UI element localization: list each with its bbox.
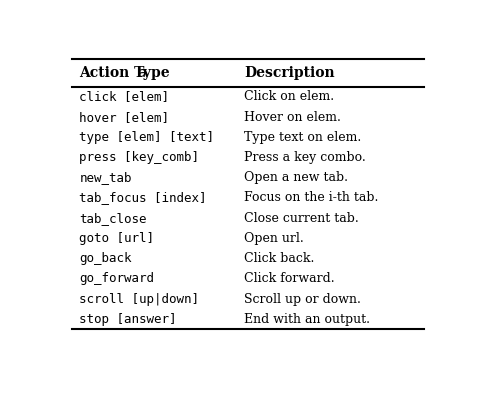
Text: new_tab: new_tab [79,171,132,184]
Text: Close current tab.: Close current tab. [244,212,359,225]
Text: go_back: go_back [79,252,132,265]
Text: Hover on elem.: Hover on elem. [244,111,341,124]
Text: Type text on elem.: Type text on elem. [244,131,362,144]
Text: press [key_comb]: press [key_comb] [79,151,199,164]
Text: Click forward.: Click forward. [244,272,335,285]
Text: Press a key combo.: Press a key combo. [244,151,366,164]
Text: go_forward: go_forward [79,272,154,285]
Text: goto [url]: goto [url] [79,232,154,245]
Text: End with an output.: End with an output. [244,313,370,326]
Text: hover [elem]: hover [elem] [79,111,169,124]
Text: click [elem]: click [elem] [79,90,169,103]
Text: Focus on the i-th tab.: Focus on the i-th tab. [244,191,378,204]
Text: tab_close: tab_close [79,212,147,225]
Text: tab_focus [index]: tab_focus [index] [79,191,207,204]
Text: stop [answer]: stop [answer] [79,313,177,326]
Text: Open url.: Open url. [244,232,304,245]
Text: Click on elem.: Click on elem. [244,90,334,103]
Text: Scroll up or down.: Scroll up or down. [244,293,361,306]
Text: type [elem] [text]: type [elem] [text] [79,131,214,144]
Text: Click back.: Click back. [244,252,315,265]
Text: $a$: $a$ [137,66,147,80]
Text: Action Type: Action Type [79,66,175,80]
Text: scroll [up|down]: scroll [up|down] [79,293,199,306]
Text: Description: Description [244,66,335,80]
Text: Open a new tab.: Open a new tab. [244,171,348,184]
